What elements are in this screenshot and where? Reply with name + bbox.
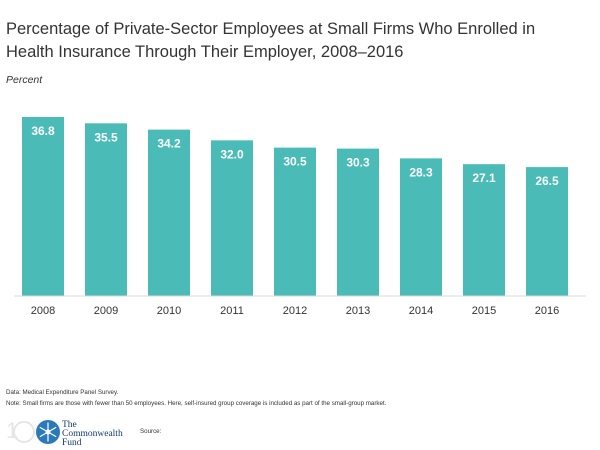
data-source-note: Data: Medical Expenditure Panel Survey. <box>6 389 119 396</box>
x-tick-label-2012: 2012 <box>283 305 307 317</box>
logo-line-the: The <box>62 420 77 430</box>
bar-2013 <box>337 148 379 296</box>
data-label-2010: 34.2 <box>157 137 181 151</box>
data-label-2014: 28.3 <box>409 165 433 179</box>
x-tick-label-2008: 2008 <box>31 305 55 317</box>
bar-chart: 36.8 35.5 34.2 32.0 30.5 30.3 28.3 27.1 26.5 200… <box>14 117 586 317</box>
bar-2010 <box>148 129 190 296</box>
data-label-2011: 32.0 <box>220 147 244 161</box>
data-label-2009: 35.5 <box>94 130 118 144</box>
data-label-2015: 27.1 <box>472 171 496 185</box>
chart-title: Percentage of Private-Sector Employees a… <box>6 20 536 61</box>
commonwealth-fund-logo: 1 <box>6 418 60 444</box>
x-tick-label-2010: 2010 <box>157 305 181 317</box>
bar-2009 <box>85 123 127 297</box>
data-label-2013: 30.3 <box>346 156 370 170</box>
x-tick-label-2015: 2015 <box>472 305 496 317</box>
bar-2011 <box>211 140 253 296</box>
bar-2008 <box>22 117 64 296</box>
data-label-2012: 30.5 <box>283 155 307 169</box>
data-label-2008: 36.8 <box>31 124 55 138</box>
source-label: Source: <box>140 428 162 435</box>
x-tick-label-2014: 2014 <box>409 305 433 317</box>
x-tick-label-2016: 2016 <box>535 305 559 317</box>
definition-note: Note: Small firms are those with fewer t… <box>6 400 387 407</box>
x-tick-label-2011: 2011 <box>220 305 244 317</box>
bar-2016 <box>526 167 568 296</box>
y-axis-label: Percent <box>6 74 43 86</box>
logo-line-fund: Fund <box>62 438 82 448</box>
x-tick-label-2009: 2009 <box>94 305 118 317</box>
logo-wordmark: The Commonwealth Fund <box>62 420 123 448</box>
data-label-2016: 26.5 <box>535 174 559 188</box>
x-tick-label-2013: 2013 <box>346 305 370 317</box>
bar-2014 <box>400 158 442 296</box>
logo-line-commonwealth: Commonwealth <box>62 429 123 439</box>
bar-2012 <box>274 147 316 296</box>
bar-2015 <box>463 164 505 296</box>
